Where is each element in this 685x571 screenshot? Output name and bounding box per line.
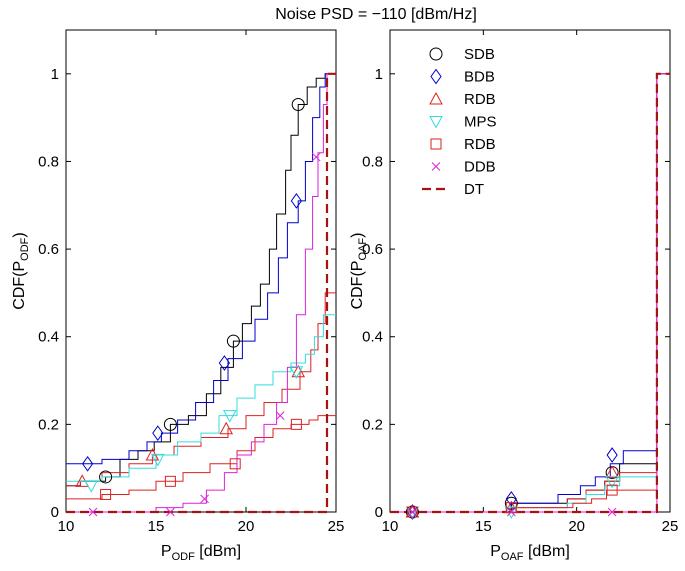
- left-ddb-marker: [166, 507, 175, 517]
- right-ddb-marker: [607, 507, 617, 517]
- right-x-axis-label: POAF [dBm]: [490, 543, 570, 563]
- right-bdb-marker: [606, 447, 618, 463]
- legend-item-rdb-triangle-up: RDB: [429, 91, 496, 108]
- left-series-ddb-x: [66, 73, 336, 513]
- left-sdb-marker: [291, 97, 305, 111]
- right-mps-marker: [605, 475, 619, 489]
- left-x-tick-label: 25: [328, 518, 345, 535]
- legend-item-sdb-circle: SDB: [429, 46, 495, 63]
- left-y-tick-label: 0.4: [38, 329, 59, 346]
- left-y-tick-label: 0.6: [38, 241, 59, 258]
- left-y-tick-label: 1: [51, 66, 59, 83]
- figure-title: Noise PSD = −110 [dBm/Hz]: [275, 6, 477, 23]
- left-x-tick-label: 15: [148, 518, 165, 535]
- left-sdb-marker: [226, 334, 240, 348]
- left-sdb-marker: [163, 417, 177, 431]
- right-y-tick-label: 1: [375, 66, 383, 83]
- left-mps-marker: [84, 480, 99, 493]
- left-mps-marker: [150, 453, 165, 467]
- right-series: [390, 72, 670, 514]
- right-bdb-marker: [505, 490, 517, 507]
- legend-item-ddb-x: DDB: [431, 159, 496, 176]
- right-y-tick-label: 0.8: [362, 153, 383, 170]
- left-rdb-marker: [290, 418, 302, 430]
- right-y-tick-label: 0.6: [362, 241, 383, 258]
- left-sdb-marker: [99, 470, 113, 484]
- right-y-tick-label: 0.4: [362, 329, 383, 346]
- left-ticks: 10 15 20 25 0 0.2 0.4 0.6 0.8 1: [38, 30, 344, 535]
- left-rdb-marker: [229, 458, 241, 470]
- legend-label: DT: [464, 181, 484, 198]
- legend-x-icon: [431, 162, 441, 171]
- left-axes: 10 15 20 25 0 0.2 0.4 0.6 0.8 1 PODF [dBm] CDF(PO…: [11, 29, 344, 563]
- left-series: [66, 72, 336, 514]
- legend-label: DDB: [464, 159, 496, 176]
- left-y-tick-label: 0.2: [38, 416, 59, 433]
- left-y-tick-label: 0.8: [38, 153, 59, 170]
- left-x-tick-label: 10: [58, 518, 75, 535]
- right-rdb-marker: [606, 484, 618, 496]
- legend-item-dt-dashed-line: DT: [422, 181, 484, 198]
- right-ddb-marker: [506, 507, 516, 517]
- left-mps-marker: [222, 410, 237, 423]
- right-ddb-marker: [408, 507, 417, 517]
- left-x-tick-label: 20: [238, 518, 255, 535]
- left-y-axis-label: CDF(PODF): [11, 232, 31, 309]
- legend-label: RDB: [464, 136, 496, 153]
- left-plot-area: [65, 29, 337, 513]
- right-ticks: 10 15 20 25 0 0.2 0.4 0.6 0.8 1: [362, 30, 678, 535]
- right-axes: 10 15 20 25 0 0.2 0.4 0.6 0.8 1 POAF [dBm] CDF(PO…: [349, 29, 678, 563]
- left-series-rdb-triangle-up: [66, 292, 336, 487]
- legend-label: MPS: [464, 114, 497, 131]
- legend-label: SDB: [464, 46, 495, 63]
- left-rdb-marker: [100, 488, 112, 500]
- legend-label: BDB: [464, 69, 495, 86]
- legend: SDB BDB RDB MPS RDB DDB DT: [422, 46, 497, 198]
- left-mps-marker: [289, 366, 304, 379]
- left-ddb-marker: [200, 494, 209, 504]
- left-bdb-marker: [290, 193, 303, 209]
- left-bdb-marker: [218, 355, 231, 371]
- left-x-axis-label: PODF [dBm]: [161, 543, 241, 563]
- left-series-bdb-diamond: [66, 73, 336, 465]
- legend-label: RDB: [464, 91, 496, 108]
- legend-square-icon: [430, 138, 442, 150]
- right-x-tick-label: 15: [475, 518, 492, 535]
- left-ddb-marker: [275, 411, 285, 420]
- right-y-tick-label: 0.2: [362, 416, 383, 433]
- right-series-dt-dashed-line: [390, 72, 670, 514]
- left-ddb-marker: [88, 507, 98, 517]
- right-markers: [405, 447, 619, 520]
- legend-triangle-down-icon: [429, 116, 443, 129]
- left-series-mps-triangle-down: [66, 314, 336, 482]
- right-y-tick-label: 0: [375, 504, 383, 521]
- right-x-tick-label: 20: [568, 518, 585, 535]
- legend-item-bdb-diamond: BDB: [430, 68, 495, 86]
- left-ddb-marker: [311, 152, 321, 162]
- left-rdb-marker: [291, 364, 306, 378]
- left-series-dt-dashed-line: [66, 72, 336, 514]
- right-plot-area: [389, 29, 671, 513]
- left-rdb-marker: [219, 421, 234, 435]
- left-y-tick-label: 0: [51, 504, 59, 521]
- left-bdb-marker: [81, 455, 94, 472]
- right-x-tick-label: 25: [662, 518, 679, 535]
- legend-circle-icon: [429, 47, 443, 61]
- right-x-tick-label: 10: [382, 518, 399, 535]
- left-markers: [75, 97, 321, 517]
- legend-item-mps-triangle-down: MPS: [429, 114, 497, 131]
- right-rdb-marker: [605, 465, 619, 479]
- legend-diamond-icon: [430, 68, 442, 85]
- left-rdb-marker: [164, 475, 176, 487]
- right-rdb-marker: [406, 506, 418, 518]
- legend-item-rdb-square: RDB: [430, 136, 496, 153]
- right-sdb-marker: [504, 496, 518, 510]
- right-series-bdb-diamond: [390, 73, 670, 513]
- legend-triangle-up-icon: [429, 91, 443, 105]
- left-bdb-marker: [152, 425, 164, 441]
- right-y-axis-label: CDF(POAF): [349, 233, 369, 310]
